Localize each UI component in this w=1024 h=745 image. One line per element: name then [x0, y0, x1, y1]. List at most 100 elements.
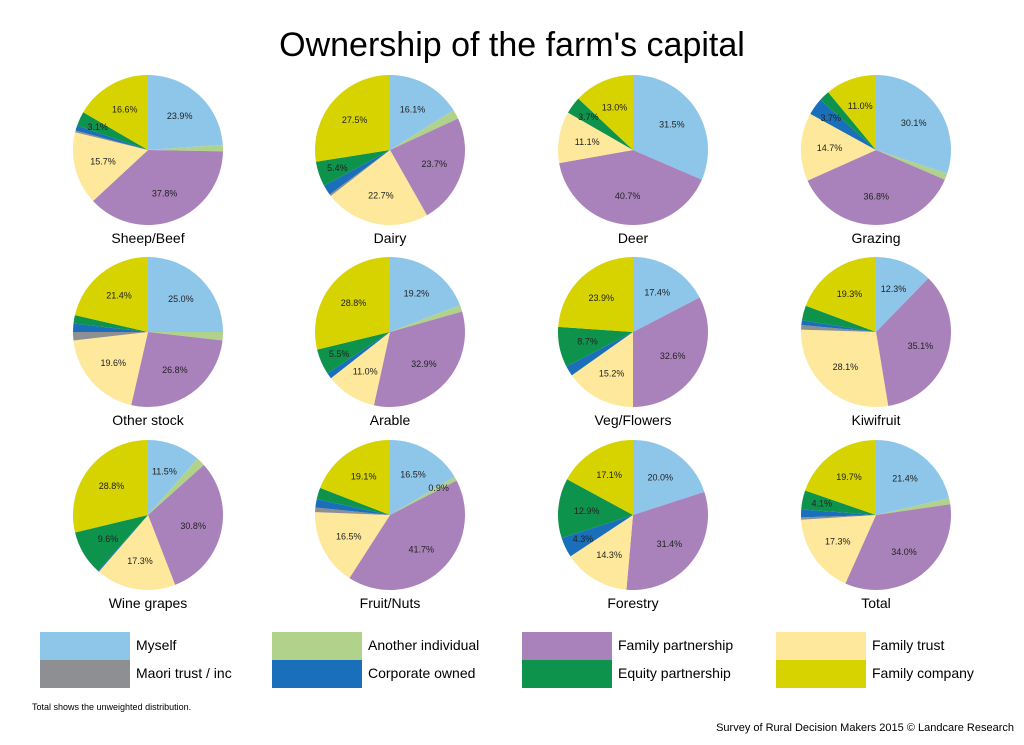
pie-slice-deer-family-trust	[558, 112, 633, 164]
pie-slice-total-family-trust	[801, 515, 876, 584]
legend-swatch-family-company	[776, 660, 866, 688]
pie-slice-other-stock-equity-partnership	[73, 315, 148, 332]
data-label-sheep-beef-family-trust: 15.7%	[90, 157, 116, 167]
data-label-deer-family-trust: 11.1%	[575, 137, 600, 147]
data-label-dairy-family-company: 27.5%	[342, 115, 368, 125]
data-label-veg-flowers-equity-partnership: 8.7%	[577, 336, 598, 346]
data-label-sheep-beef-family-company: 16.6%	[112, 105, 138, 115]
pie-veg-flowers: 17.4% 32.6% 15.2% 8.7% 23.9% Veg/Flowers	[558, 257, 709, 428]
data-label-grazing-myself: 30.1%	[901, 118, 927, 128]
data-label-total-family-trust: 17.3%	[825, 537, 851, 547]
pie-slice-grazing-another-individual	[876, 150, 948, 180]
pie-slice-dairy-another-individual	[390, 110, 459, 150]
pie-slice-other-stock-family-partnership	[131, 332, 223, 408]
pie-slice-total-equity-partnership	[801, 490, 876, 515]
pie-slice-wine-grapes-corporate-owned	[97, 515, 148, 572]
pie-slice-forestry-family-trust	[570, 515, 633, 590]
pie-slice-kiwifruit-family-trust	[801, 329, 889, 407]
data-label-forestry-family-trust: 14.3%	[596, 550, 622, 560]
pie-fruit-nuts: 16.5%0.9%41.7%16.5%19.1%Fruit/Nuts	[314, 439, 465, 611]
pie-slice-deer-myself	[633, 75, 709, 180]
pie-slice-arable-family-company	[315, 257, 390, 350]
pie-slice-wine-grapes-family-partnership	[148, 464, 223, 585]
pie-slice-kiwifruit-myself	[876, 257, 929, 332]
pie-slice-forestry-family-company	[567, 440, 633, 515]
data-label-sheep-beef-myself: 23.9%	[167, 111, 193, 121]
pie-slice-wine-grapes-myself	[148, 440, 198, 515]
pie-slice-grazing-family-company	[828, 75, 876, 150]
pie-slice-other-stock-maori-trust-inc	[73, 332, 148, 341]
pie-deer: 31.5% 40.7% 11.1% 3.7%13.0% Deer	[558, 75, 709, 246]
data-label-total-equity-partnership: 4.1%	[811, 499, 832, 509]
data-label-arable-family-partnership: 32.9%	[411, 359, 437, 369]
pie-slice-dairy-corporate-owned	[324, 150, 390, 195]
data-label-grazing-corporate-owned: 3.7%	[821, 113, 842, 123]
legend-label-family-partnership: Family partnership	[618, 637, 734, 653]
pie-title-sheep-beef: Sheep/Beef	[111, 230, 184, 246]
data-label-kiwifruit-family-company: 19.3%	[837, 289, 863, 299]
data-label-grazing-family-partnership: 36.8%	[864, 192, 890, 202]
pie-slice-forestry-myself	[633, 440, 705, 515]
data-label-wine-grapes-family-company: 28.8%	[99, 481, 125, 491]
pie-slice-sheep-beef-equity-partnership	[77, 112, 148, 150]
pie-slice-other-stock-myself	[148, 257, 223, 332]
legend-label-equity-partnership: Equity partnership	[618, 665, 731, 681]
data-label-wine-grapes-family-partnership: 30.8%	[180, 521, 206, 531]
pie-slice-fruit-nuts-family-partnership	[349, 480, 465, 590]
pie-wine-grapes: 11.5% 30.8% 17.3% 9.6% 28.8% Wine grapes	[72, 440, 223, 611]
pie-title-dairy: Dairy	[374, 230, 407, 246]
legend-swatch-another-individual	[272, 632, 362, 660]
pie-slice-fruit-nuts-maori-trust-inc	[315, 507, 390, 515]
pie-slice-dairy-myself	[390, 75, 454, 150]
pie-slice-grazing-myself	[876, 75, 951, 174]
data-label-total-family-partnership: 34.0%	[891, 547, 917, 557]
data-label-arable-myself: 19.2%	[404, 289, 430, 299]
data-label-fruit-nuts-family-company: 19.1%	[351, 472, 377, 482]
data-label-forestry-myself: 20.0%	[648, 472, 674, 482]
pie-slice-dairy-equity-partnership	[315, 150, 390, 186]
legend-swatch-maori-trust	[40, 660, 130, 688]
pie-slice-grazing-corporate-owned	[810, 99, 876, 150]
data-label-arable-family-trust: 11.0%	[353, 366, 378, 376]
pie-slice-sheep-beef-family-partnership	[93, 150, 223, 226]
legend-swatch-equity-partnership	[522, 660, 612, 688]
pie-slice-fruit-nuts-myself	[390, 440, 455, 515]
pie-slice-sheep-beef-maori-trust-inc	[75, 130, 148, 150]
data-label-arable-equity-partnership: 5.5%	[329, 349, 350, 359]
legend-label-family-company: Family company	[872, 665, 974, 681]
pie-slice-fruit-nuts-corporate-owned	[315, 499, 390, 515]
pie-slice-total-family-company	[805, 440, 876, 515]
pie-slice-veg-flowers-equity-partnership	[558, 326, 633, 367]
pie-dairy: 16.1% 23.7% 22.7% 5.4% 27.5% Dairy	[314, 75, 465, 246]
pie-slice-sheep-beef-family-trust	[73, 132, 148, 201]
pie-slice-veg-flowers-family-company	[558, 257, 633, 332]
pie-slice-deer-family-company	[578, 75, 633, 150]
data-label-other-stock-myself: 25.0%	[168, 294, 194, 304]
pie-slice-other-stock-corporate-owned	[73, 323, 148, 332]
pie-slice-fruit-nuts-equity-partnership	[316, 487, 390, 515]
pie-slice-kiwifruit-family-company	[805, 257, 876, 332]
pie-title-arable: Arable	[370, 412, 411, 428]
pie-slice-fruit-nuts-another-individual	[390, 476, 457, 515]
pie-slice-forestry-family-partnership	[626, 491, 709, 591]
source-credit: Survey of Rural Decision Makers 2015 © L…	[716, 722, 1014, 734]
data-label-veg-flowers-family-trust: 15.2%	[599, 368, 625, 378]
data-label-veg-flowers-myself: 17.4%	[644, 287, 670, 297]
pie-slice-forestry-corporate-owned	[561, 515, 633, 557]
pie-slice-veg-flowers-family-trust	[571, 332, 633, 407]
pie-slice-dairy-family-partnership	[390, 118, 465, 216]
pie-slice-total-maori-trust-inc	[801, 515, 876, 520]
pie-title-total: Total	[861, 595, 891, 611]
pie-slice-total-another-individual	[876, 498, 951, 515]
data-label-fruit-nuts-family-partnership: 41.7%	[409, 544, 435, 554]
data-label-forestry-corporate-owned: 4.3%	[573, 534, 594, 544]
legend-label-myself: Myself	[136, 637, 177, 653]
pie-grazing: 30.1% 36.8% 14.7% 3.7% 11.0% Grazing	[801, 75, 951, 246]
pie-slice-wine-grapes-family-company	[72, 440, 148, 533]
pie-slice-total-corporate-owned	[801, 509, 876, 518]
data-label-other-stock-family-partnership: 26.8%	[162, 365, 188, 375]
pie-slice-wine-grapes-another-individual	[148, 458, 204, 515]
pie-slice-dairy-maori-trust-inc	[329, 150, 390, 196]
